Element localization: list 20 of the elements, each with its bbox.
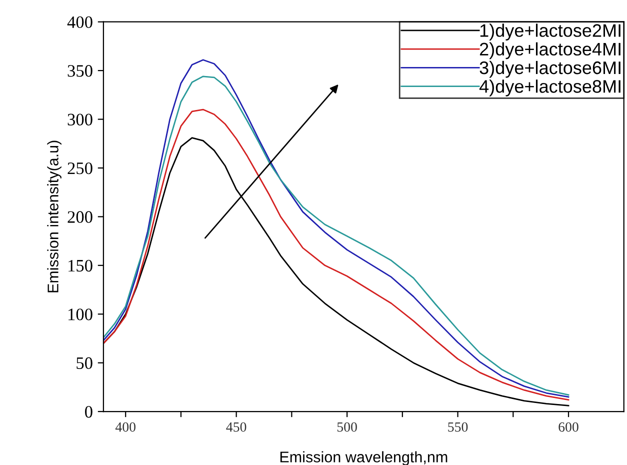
x-tick-label: 550 — [448, 422, 468, 432]
legend-label: 3)dye+lactose6MI — [480, 60, 620, 78]
y-tick-label: 0 — [85, 406, 92, 418]
y-tick-label: 150 — [68, 260, 92, 272]
y-tick-label: 100 — [68, 308, 92, 320]
x-axis-title: Emission wavelength,nm — [280, 451, 448, 465]
x-tick-label: 450 — [226, 422, 246, 432]
y-tick-label: 250 — [68, 162, 92, 174]
x-tick-label: 500 — [337, 422, 357, 432]
y-tick-label: 350 — [68, 65, 92, 77]
legend-label: 1)dye+lactose2MI — [480, 24, 620, 40]
y-tick-label: 300 — [68, 114, 92, 126]
y-tick-label: 200 — [68, 211, 92, 223]
x-tick-label: 400 — [115, 422, 136, 432]
legend-label: 4)dye+lactose8MI — [479, 80, 620, 96]
y-tick-label: 400 — [67, 16, 92, 28]
y-tick-label: 50 — [76, 357, 92, 370]
legend-label: 2)dye+lactose4MI — [480, 42, 620, 60]
x-tick-label: 600 — [558, 422, 578, 432]
y-axis-title: Emission intensity(a.u) — [47, 140, 62, 292]
